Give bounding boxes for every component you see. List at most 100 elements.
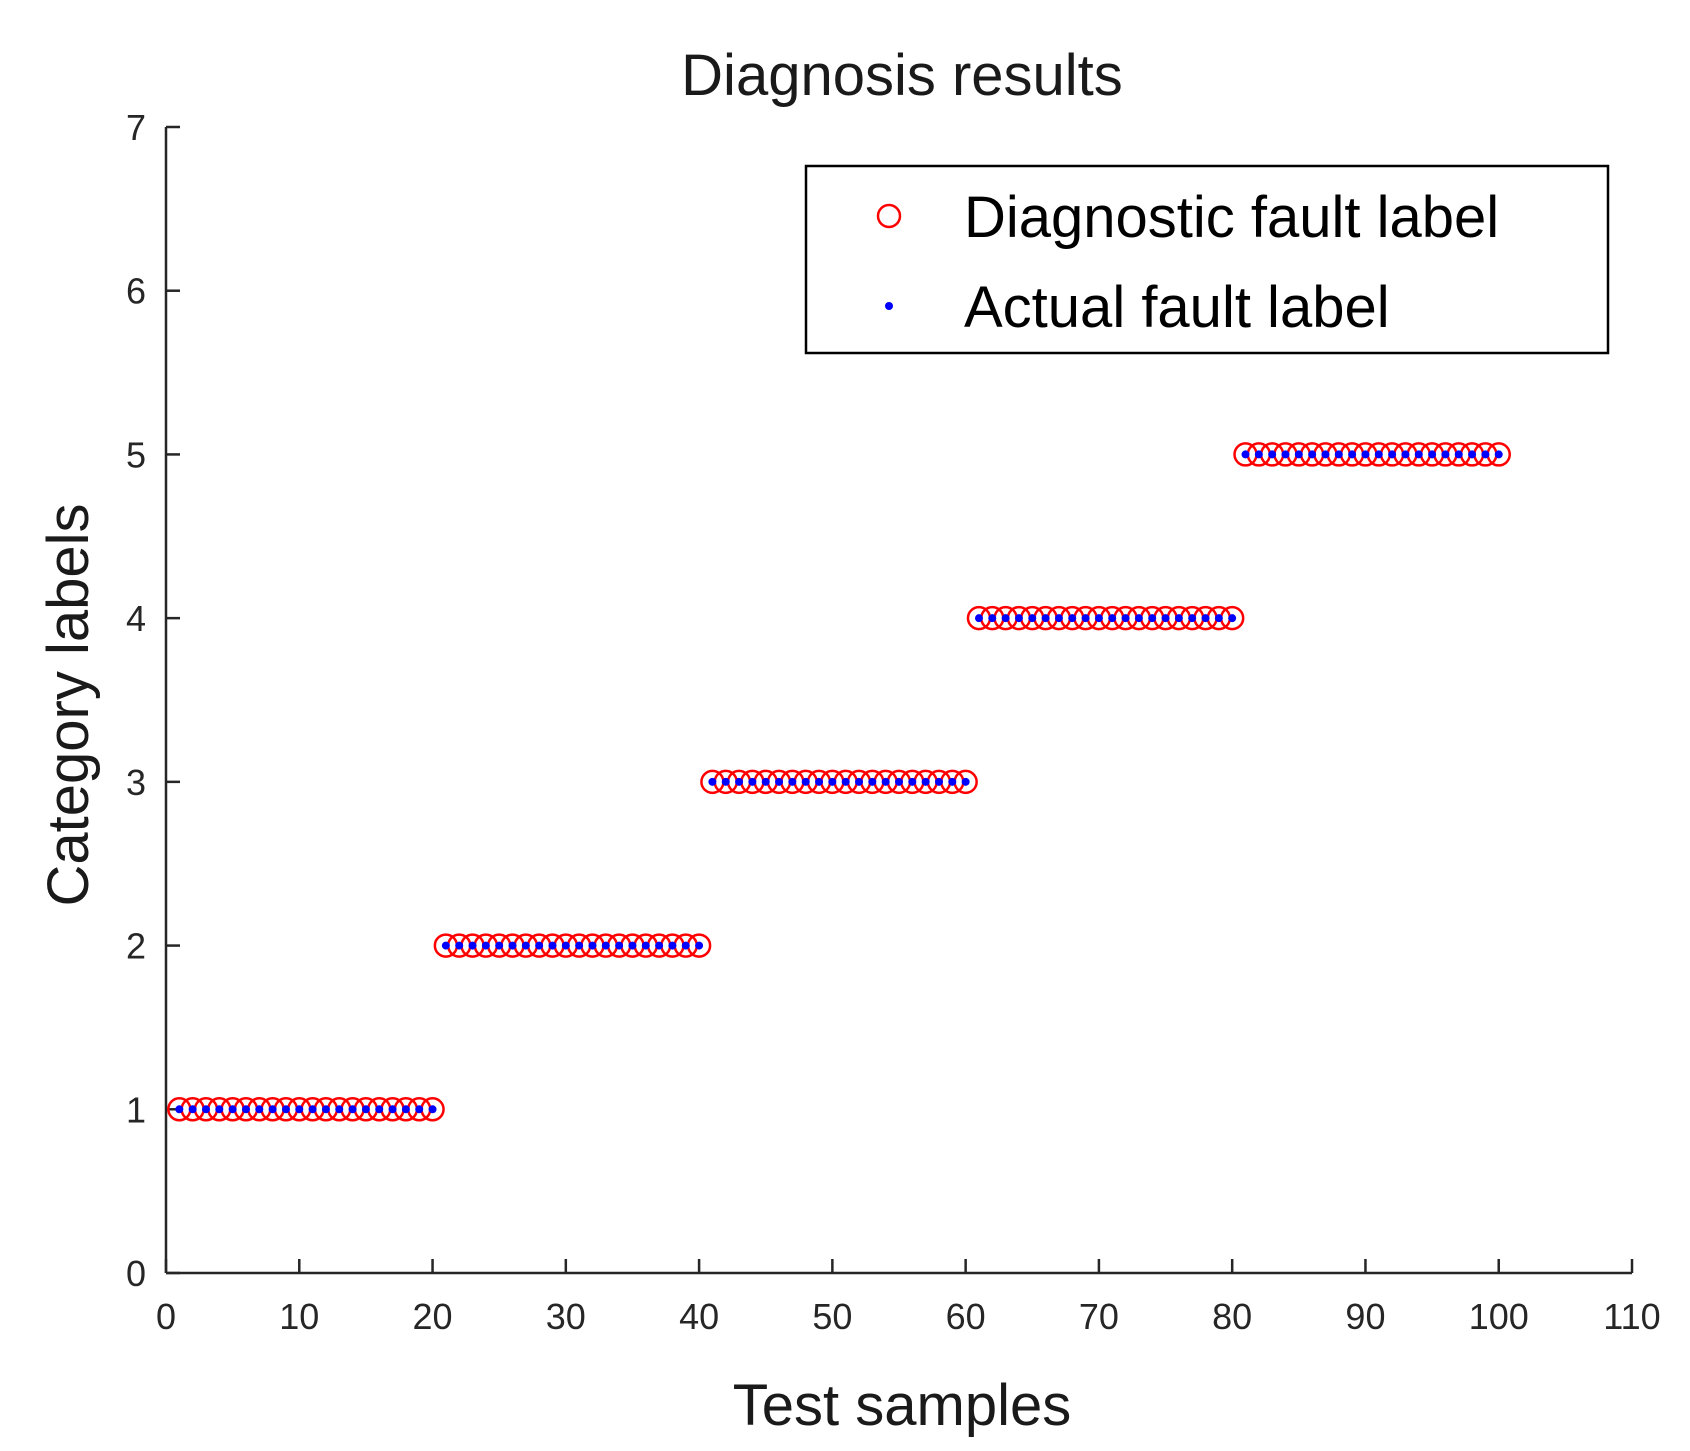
actual-point [961, 777, 970, 786]
actual-point [495, 941, 504, 950]
actual-point [175, 1105, 184, 1114]
actual-point [1081, 614, 1090, 623]
x-tick-label: 100 [1469, 1296, 1529, 1337]
actual-point [1054, 614, 1063, 623]
x-tick-label: 110 [1603, 1296, 1660, 1337]
actual-point [1028, 614, 1037, 623]
x-tick-label: 10 [279, 1296, 319, 1337]
actual-point [1214, 614, 1223, 623]
actual-point [801, 777, 810, 786]
actual-point [974, 614, 983, 623]
actual-point [1254, 450, 1263, 459]
y-tick-label: 6 [126, 271, 146, 312]
x-tick-label: 50 [812, 1296, 852, 1337]
y-tick-label: 0 [126, 1253, 146, 1294]
plot-area [167, 442, 1511, 1122]
actual-point [1428, 450, 1437, 459]
legend-box [804, 164, 1610, 355]
actual-point [628, 941, 637, 950]
actual-point [655, 941, 664, 950]
actual-point [908, 777, 917, 786]
actual-point [1441, 450, 1450, 459]
actual-point [1294, 450, 1303, 459]
x-tick-label: 80 [1212, 1296, 1252, 1337]
actual-point [441, 941, 450, 950]
actual-point [1468, 450, 1477, 459]
actual-point [735, 777, 744, 786]
actual-point [548, 941, 557, 950]
x-tick-label: 90 [1345, 1296, 1385, 1337]
actual-point [201, 1105, 210, 1114]
actual-point [868, 777, 877, 786]
actual-point [215, 1105, 224, 1114]
y-tick-label: 7 [126, 107, 146, 148]
actual-point [348, 1105, 357, 1114]
actual-point [401, 1105, 410, 1114]
legend: Diagnostic fault label Actual fault label [804, 164, 1610, 355]
actual-point [268, 1105, 277, 1114]
axes: 0 10 20 30 40 50 60 70 80 90 100 110 0 1 2 3 4 5 6 7 [126, 107, 1661, 1337]
actual-point [1281, 450, 1290, 459]
actual-point [815, 777, 824, 786]
legend-diagnostic-marker [876, 203, 902, 229]
chart-title: Diagnosis results [681, 43, 1123, 108]
y-tick-label: 2 [126, 926, 146, 967]
actual-point [1334, 450, 1343, 459]
actual-point [788, 777, 797, 786]
y-tick-label: 1 [126, 1089, 146, 1130]
actual-point [1388, 450, 1397, 459]
actual-point [321, 1105, 330, 1114]
actual-point [695, 941, 704, 950]
actual-point [828, 777, 837, 786]
actual-point [895, 777, 903, 786]
actual-point [535, 941, 544, 950]
actual-point [468, 941, 477, 950]
actual-point [1414, 450, 1423, 459]
x-tick-label: 70 [1079, 1296, 1119, 1337]
legend-actual-label: Actual fault label [964, 275, 1390, 340]
actual-point [241, 1105, 250, 1114]
actual-point [1041, 614, 1050, 623]
actual-point [855, 777, 864, 786]
actual-point [615, 941, 624, 950]
x-tick-label: 40 [679, 1296, 719, 1337]
actual-point [588, 941, 597, 950]
actual-point [508, 941, 517, 950]
actual-point [841, 777, 850, 786]
actual-point [1174, 614, 1183, 623]
actual-point [1308, 450, 1317, 459]
actual-point [681, 941, 690, 950]
actual-point [1241, 450, 1250, 459]
actual-point [668, 941, 677, 950]
actual-point [1228, 614, 1237, 623]
actual-point [1201, 614, 1210, 623]
actual-point [748, 777, 757, 786]
actual-point [721, 777, 730, 786]
actual-point [1401, 450, 1410, 459]
actual-point [1454, 450, 1463, 459]
actual-point [948, 777, 957, 786]
x-tick-label: 30 [546, 1296, 586, 1337]
y-tick-label: 5 [126, 434, 146, 475]
actual-point [335, 1105, 344, 1114]
x-axis-label: Test samples [733, 1373, 1071, 1438]
actual-point [481, 941, 490, 950]
y-axis-label: Category labels [36, 504, 101, 907]
legend-diagnostic-label: Diagnostic fault label [964, 185, 1499, 250]
actual-point [1494, 450, 1503, 459]
actual-point [455, 941, 464, 950]
actual-point [1361, 450, 1370, 459]
actual-point [1481, 450, 1490, 459]
actual-point [428, 1105, 437, 1114]
actual-point [1094, 614, 1103, 623]
actual-point [1108, 614, 1117, 623]
actual-point [1068, 614, 1077, 623]
actual-point [308, 1105, 317, 1114]
legend-actual-marker [885, 302, 893, 310]
actual-point [281, 1105, 290, 1114]
actual-point [1188, 614, 1197, 623]
actual-point [1001, 614, 1010, 623]
actual-point [295, 1105, 304, 1114]
y-tick-label: 3 [126, 762, 146, 803]
